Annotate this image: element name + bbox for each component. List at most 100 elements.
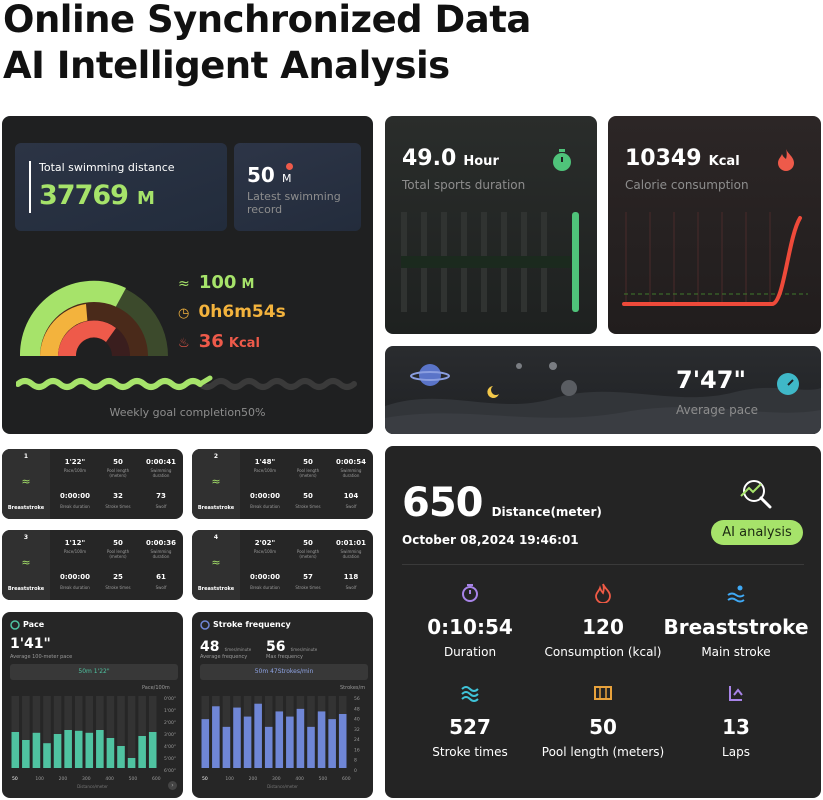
lap-dur-label: Swimming duration [340,549,362,559]
hero-line-2: AI Intelligent Analysis [3,44,450,87]
calorie-unit: Kcal [708,154,740,169]
bar[interactable] [338,714,347,768]
calorie-label: Calorie consumption [625,178,749,192]
bar[interactable] [148,732,157,768]
session-datetime: October 08,2024 19:46:01 [402,533,579,547]
stroke-bar-chart: 56 48 40 32 24 16 8 0 50 100 200 300 400 500 600 [201,696,360,782]
pace-chart-sub: Average 100-meter pace [10,654,73,660]
hero-line-1: Online Synchronized Data [3,0,531,41]
latest-record-unit: M [281,172,292,185]
bar[interactable] [243,716,252,768]
stroke-chart-title: Stroke frequency [213,620,291,629]
bar[interactable] [254,703,262,768]
pace-chart-title: Pace [23,620,45,629]
bar[interactable] [106,738,115,768]
y-tick-label: 2'00" [164,720,176,726]
session-stat: 13 Laps [668,683,804,773]
lap-pool-label: Pool length (meters) [296,468,320,478]
lap-pace-value: 2'02" [254,539,276,547]
bar[interactable] [201,719,210,768]
lap-strokes-label: Stroke times [105,504,131,509]
lap-brk-label: Break duration [60,585,90,590]
bar[interactable] [53,734,62,768]
frequency-icon [200,620,210,630]
lap-side-panel: 3 ≈ Breaststroke [2,530,50,600]
bar[interactable] [64,730,72,768]
bar[interactable] [317,711,326,768]
swim-icon: ≈ [178,276,190,292]
x-tick-label: 300 [272,776,281,782]
sports-duration-card: 49.0 Hour Total sports duration [385,116,597,334]
swim-icon: ≈ [21,475,31,488]
ai-analysis-button[interactable]: AI analysis [711,520,803,545]
bar[interactable] [32,732,41,768]
bar[interactable] [96,730,104,768]
average-pace-value: 7'47" [676,366,746,394]
bar[interactable] [138,736,146,768]
bar-track [117,696,125,768]
total-distance-value: 37769 [39,180,129,211]
stopwatch-icon [553,149,571,171]
session-stat: 50 Pool length (meters) [535,683,671,773]
lap-brk-value: 0:00:00 [60,573,90,581]
lap-strokes-label: Stroke times [295,504,321,509]
bar[interactable] [222,726,231,768]
stroke-bottom-label: Distance/meter [267,784,298,789]
bar[interactable] [286,716,294,768]
x-tick-label: 200 [59,776,68,782]
speedometer-icon [777,373,799,395]
stroke-avg-label: Average frequency [200,654,248,660]
lap-pace-value: 1'22" [64,458,86,466]
bar[interactable] [264,726,273,768]
average-pace-banner: 7'47" Average pace [385,346,821,434]
lap-pace-value: 1'12" [64,539,86,547]
bar[interactable] [296,708,305,768]
chart-next-button[interactable]: › [168,781,177,790]
x-tick-label: 500 [129,776,138,782]
session-stat-label: Pool length (meters) [541,745,665,759]
session-stat-value: Breaststroke [663,615,809,639]
bar[interactable] [307,726,315,768]
duration-bars [401,212,579,312]
y-tick-label: 48 [354,706,360,712]
lap-pool-label: Pool length (meters) [296,549,320,559]
lap-pool-value: 50 [303,539,313,547]
bar[interactable] [127,758,136,768]
x-tick-label: 500 [319,776,328,782]
y-tick-label: 3'00" [164,732,176,738]
bar[interactable] [275,711,284,768]
stat-time: ◷ 0h6m54s [178,302,286,322]
lap-swolf-label: Swolf [155,504,167,509]
stat-kcal-value: 36 [198,331,224,352]
stroke-max-value: 56 [266,639,286,655]
swim-summary-card: Total swimming distance 37769 M 50 M Lat… [2,116,373,434]
bar[interactable] [328,719,336,768]
bar[interactable] [233,707,241,768]
session-stat-value: 13 [722,715,750,739]
session-stat-label: Laps [722,745,750,759]
bar[interactable] [212,706,220,768]
pace-chart-card: Pace 1'41" Average 100-meter pace 50m 1'… [2,612,183,798]
bar-track [22,696,30,768]
pace-axis-label: Pace/100m [142,685,170,691]
bar[interactable] [85,732,94,768]
weekly-goal-wave [16,375,357,390]
y-tick-label: 8 [354,758,357,764]
stat-kcal-unit: Kcal [228,336,260,351]
lap-style: Breaststroke [197,505,235,511]
bar[interactable] [117,746,125,768]
lap-pace-label: Pace/100m [253,549,277,554]
bar[interactable] [22,740,30,768]
session-stat-label: Duration [443,645,497,659]
stroke-axis-label: Strokes/m [340,685,366,691]
bar[interactable] [43,743,51,768]
calorie-value: 10349 [625,146,702,171]
lap-swolf-value: 104 [343,492,359,500]
bar[interactable] [11,732,20,768]
pool-icon [594,686,612,700]
lap-number: 1 [23,453,29,460]
x-tick-label: 600 [342,776,351,782]
bar[interactable] [74,730,83,768]
red-dot-icon [286,163,293,170]
lap-style: Breaststroke [7,505,45,511]
